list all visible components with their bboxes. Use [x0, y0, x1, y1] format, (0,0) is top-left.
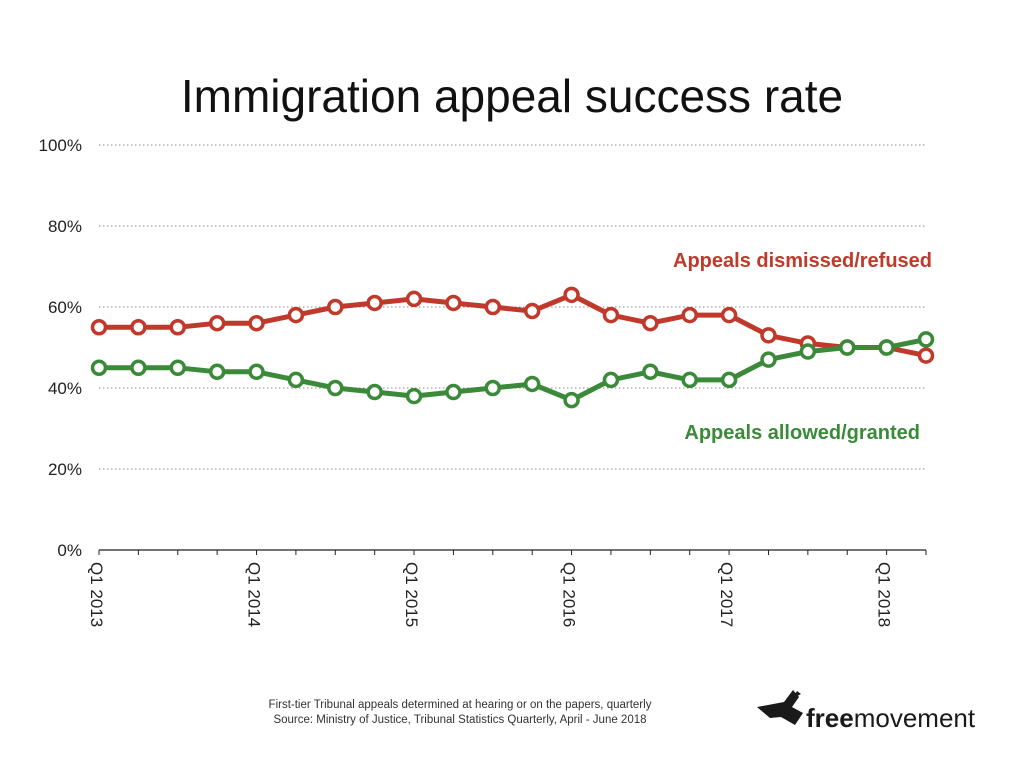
- x-tick-label: Q1 2016: [560, 562, 579, 627]
- y-tick-label: 20%: [48, 460, 82, 479]
- y-tick-label: 100%: [39, 136, 82, 155]
- brand-name-bold: free: [806, 703, 854, 733]
- series-dismissed-refused: [90, 286, 935, 364]
- chart-title: Immigration appeal success rate: [181, 70, 843, 122]
- series-allowed-granted: [90, 331, 935, 409]
- y-tick-label: 60%: [48, 298, 82, 317]
- data-point: [169, 319, 187, 336]
- data-point: [169, 359, 187, 376]
- y-tick-label: 0%: [57, 541, 82, 560]
- data-point: [523, 302, 541, 320]
- series-line: [96, 336, 929, 403]
- data-point: [248, 363, 265, 381]
- data-point: [760, 351, 777, 368]
- data-point: [208, 363, 226, 381]
- x-tick-label: Q1 2018: [875, 562, 894, 627]
- x-tick-label: Q1 2013: [87, 562, 106, 627]
- data-point: [799, 343, 817, 360]
- data-point: [878, 339, 895, 356]
- data-point: [248, 314, 265, 332]
- data-point: [563, 286, 580, 304]
- data-point: [681, 371, 698, 389]
- x-axis-ticks: Q1 2013 Q1 2014 Q1 2015 Q1 2016 Q1 2017 Q1 20…: [87, 562, 894, 627]
- data-point: [523, 375, 541, 393]
- data-point: [130, 359, 147, 376]
- data-point: [130, 319, 147, 336]
- data-point: [366, 383, 383, 401]
- data-point: [445, 383, 462, 401]
- series-labels: Appeals dismissed/refused Appeals allowed…: [673, 250, 932, 444]
- data-point: [838, 339, 856, 356]
- x-axis: [98, 549, 927, 555]
- data-point: [720, 371, 738, 389]
- data-point: [445, 294, 462, 312]
- data-point: [287, 371, 305, 389]
- data-point: [287, 306, 305, 324]
- data-point: [484, 298, 502, 316]
- x-tick-label: Q1 2014: [245, 562, 264, 627]
- data-point: [642, 363, 659, 381]
- brand-logo: freemovement: [757, 690, 976, 733]
- series-label: Appeals dismissed/refused: [673, 250, 932, 272]
- data-point: [366, 294, 383, 312]
- data-point: [602, 306, 620, 324]
- data-point: [405, 290, 423, 308]
- brand-name-regular: movement: [854, 703, 976, 733]
- x-tick-label: Q1 2017: [717, 562, 736, 627]
- bird-icon: [757, 690, 803, 725]
- data-point: [90, 319, 108, 336]
- series: [90, 286, 935, 409]
- data-point: [405, 387, 423, 405]
- data-point: [208, 314, 226, 332]
- data-point: [327, 379, 344, 397]
- footnote-line-2: Source: Ministry of Justice, Tribunal St…: [273, 714, 646, 726]
- data-point: [563, 391, 580, 409]
- data-point: [642, 314, 659, 332]
- data-point: [917, 331, 935, 348]
- data-point: [90, 359, 108, 376]
- brand-name: freemovement: [806, 703, 976, 733]
- data-point: [327, 298, 344, 316]
- data-point: [484, 379, 502, 397]
- series-line: [96, 292, 929, 359]
- x-tick-label: Q1 2015: [402, 562, 421, 627]
- data-point: [760, 327, 777, 344]
- y-axis-ticks: 0% 20% 40% 60% 80% 100%: [39, 136, 82, 560]
- footnote-line-1: First-tier Tribunal appeals determined a…: [269, 699, 652, 711]
- y-tick-label: 80%: [48, 217, 82, 236]
- data-point: [917, 347, 935, 364]
- series-label: Appeals allowed/granted: [684, 422, 920, 444]
- y-tick-label: 40%: [48, 379, 82, 398]
- data-point: [602, 371, 620, 389]
- data-point: [720, 306, 738, 324]
- data-point: [681, 306, 698, 324]
